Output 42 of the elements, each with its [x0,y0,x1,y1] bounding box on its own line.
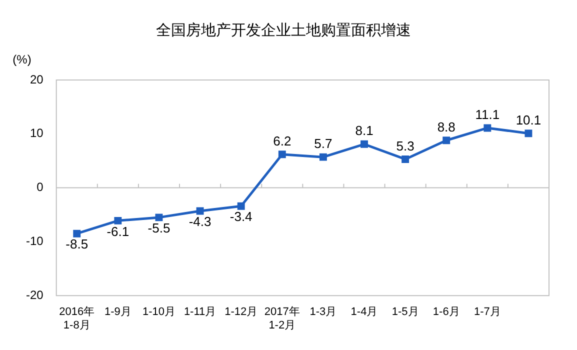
x-tick-label: 1-11月 [184,306,216,318]
x-tick-label: 2016年 1-8月 [59,306,95,332]
x-tick-label: 1-6月 [432,306,460,318]
y-tick-label: -10 [26,234,44,248]
x-tick-label: 1-3月 [310,306,337,318]
y-tick-label: 20 [30,72,44,86]
x-tick-label: 1-12月 [224,306,258,318]
point [196,207,204,215]
point [484,124,492,132]
data-label: 11.1 [475,107,500,122]
point [524,130,532,138]
y-tick-label: -20 [26,288,44,302]
data-label: 5.3 [396,138,414,154]
data-label: 10.1 [516,112,542,128]
data-label: 6.2 [273,133,292,148]
x-tick-label: 1-4月 [350,306,378,318]
y-axis-title: (%) [12,52,32,66]
point [319,153,327,161]
point [73,230,81,238]
x-tick-label: 1-5月 [392,306,419,318]
data-label: -4.3 [188,214,212,230]
data-label: 8.1 [355,123,374,138]
data-label: -3.4 [230,209,252,224]
point [237,202,245,210]
x-tick-label: 2017年 1-2月 [264,306,300,332]
x-tick-label: 1-10月 [142,306,176,318]
chart-title: 全国房地产开发企业土地购置面积增速 [156,22,411,40]
data-label: -5.5 [148,220,170,236]
data-label: -6.1 [106,224,130,239]
data-label: 8.8 [437,119,456,134]
point [442,136,450,144]
y-tick-label: 0 [36,180,44,194]
x-tick-label: 1-7月 [474,306,501,318]
point [402,156,410,163]
data-label: -8.5 [66,236,88,252]
x-tick-label: 1-9月 [104,306,132,318]
y-tick-label: 10 [30,126,44,140]
data-label: 5.7 [314,136,332,152]
point [155,214,163,222]
point [278,150,286,158]
point [114,216,122,224]
point [360,140,368,148]
